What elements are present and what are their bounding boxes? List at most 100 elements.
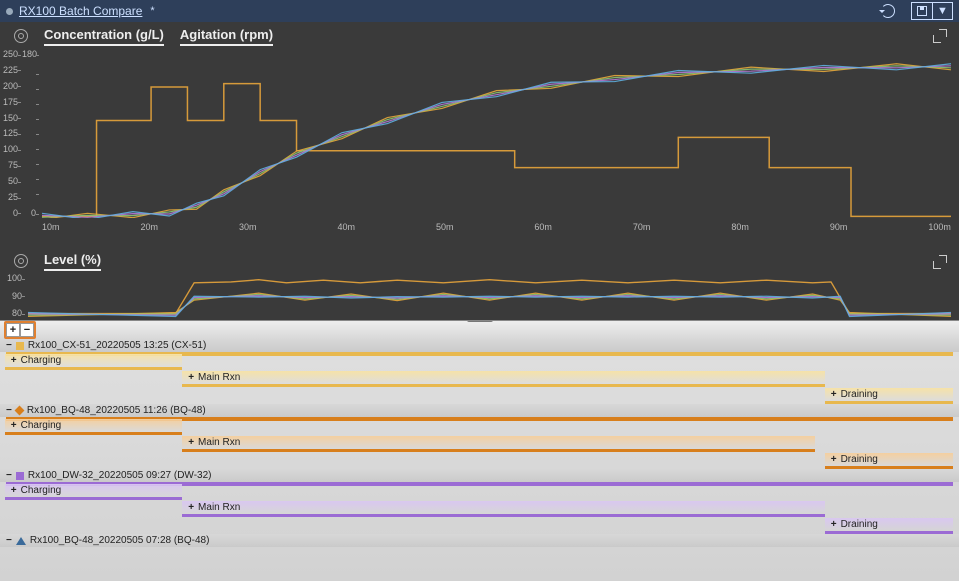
phase-bar[interactable]: + Draining <box>825 453 954 469</box>
axis-tick: 250 <box>2 50 18 59</box>
phase-expand-icon[interactable]: + <box>831 454 837 465</box>
chart-panel-top: Concentration (g/L) Agitation (rpm) 2502… <box>0 22 959 248</box>
x-axis: 10m20m30m40m50m60m70m80m90m100m <box>0 218 959 236</box>
collapse-toggle-icon[interactable]: − <box>6 340 12 351</box>
batch-row: −Rx100_BQ-48_20220505 11:26 (BQ-48) + Char… <box>0 404 959 469</box>
batch-marker-icon <box>16 472 24 480</box>
title-button-group: ▼ <box>911 2 953 20</box>
batch-row: − Rx100_CX-51_20220505 13:25 (CX-51) +Char… <box>0 339 959 404</box>
phase-bar[interactable]: + Main Rxn <box>182 501 825 517</box>
phase-expand-icon[interactable]: + <box>11 485 17 496</box>
batch-header[interactable]: −Rx100_BQ-48_20220505 11:26 (BQ-48) <box>0 404 959 417</box>
phase-bar[interactable]: +Charging <box>5 354 182 370</box>
phase-label: Draining <box>841 389 878 400</box>
collapse-toggle-icon[interactable]: − <box>6 405 12 416</box>
phase-label: Charging <box>21 420 62 431</box>
axis-tick: 70m <box>633 222 651 232</box>
chart-plot-area[interactable]: 2502252001751501251007550250 1800 <box>0 50 959 218</box>
phase-expand-icon[interactable]: + <box>831 389 837 400</box>
batch-phases: + Charging + Main Rxn + Draining <box>0 417 959 469</box>
phase-label: Draining <box>841 519 878 530</box>
batch-phases: +Charging+Main Rxn+Draining <box>0 352 959 404</box>
splitter-handle[interactable] <box>467 320 493 322</box>
phase-label: Main Rxn <box>198 372 240 383</box>
batch-label: Rx100_BQ-48_20220505 07:28 (BQ-48) <box>30 535 210 546</box>
axis-tick: 75 <box>2 161 18 170</box>
y-axis-left: 2502252001751501251007550250 <box>0 50 20 218</box>
axis-tick: 90m <box>830 222 848 232</box>
axis-tick: 0 <box>2 209 18 218</box>
gantt-region: + − −Rx100_CX-51_20220505 13:25 (CX-51)+… <box>0 320 959 581</box>
axis-tick: 60m <box>534 222 552 232</box>
axis-tick: 175 <box>2 98 18 107</box>
batch-marker-icon <box>16 537 26 545</box>
batch-label: Rx100_CX-51_20220505 13:25 (CX-51) <box>28 340 206 351</box>
expand-icon[interactable] <box>933 255 947 269</box>
axis-tick: 90 <box>2 292 22 301</box>
chart-panel-level: Level (%) 100 90 80 <box>0 248 959 320</box>
axis-tick: 100 <box>2 145 18 154</box>
axis-tick: 80 <box>2 309 22 318</box>
phase-bar[interactable]: + Main Rxn <box>182 436 815 452</box>
y-axis-left-2: 1800 <box>20 50 38 218</box>
phase-expand-icon[interactable]: + <box>188 437 194 448</box>
expand-icon[interactable] <box>933 29 947 43</box>
batch-row: − Rx100_BQ-48_20220505 07:28 (BQ-48) <box>0 534 959 547</box>
dirty-star: * <box>150 5 154 17</box>
batch-label: Rx100_DW-32_20220505 09:27 (DW-32) <box>28 470 212 481</box>
axis-tick: 50m <box>436 222 454 232</box>
phase-expand-icon[interactable]: + <box>831 519 837 530</box>
axis-tick: 10m <box>42 222 60 232</box>
gantt-toolbar: + − <box>0 321 959 339</box>
save-button[interactable] <box>912 3 932 19</box>
chart-panel-header: Concentration (g/L) Agitation (rpm) <box>0 22 959 50</box>
phase-expand-icon[interactable]: + <box>11 420 17 431</box>
collapse-toggle-icon[interactable]: − <box>6 535 12 546</box>
phase-expand-icon[interactable]: + <box>11 355 17 366</box>
batch-row: − Rx100_DW-32_20220505 09:27 (DW-32) + Char… <box>0 469 959 534</box>
y-axis-left: 100 90 80 <box>0 274 24 318</box>
batch-marker-icon <box>16 342 24 350</box>
phase-expand-icon[interactable]: + <box>188 502 194 513</box>
axis-tick: 0 <box>22 209 36 218</box>
chart-tab-concentration[interactable]: Concentration (g/L) <box>44 27 164 46</box>
refresh-icon[interactable] <box>881 4 895 18</box>
phase-label: Main Rxn <box>198 502 240 513</box>
batch-marker-icon <box>14 406 24 416</box>
gear-icon[interactable] <box>14 254 28 268</box>
phase-label: Main Rxn <box>198 437 240 448</box>
chart-tab-agitation[interactable]: Agitation (rpm) <box>180 27 273 46</box>
save-icon <box>917 6 927 16</box>
axis-tick: 50 <box>2 177 18 186</box>
axis-tick: 100 <box>2 274 22 283</box>
phase-bar[interactable]: + Draining <box>825 388 954 404</box>
axis-tick: 30m <box>239 222 257 232</box>
axis-tick: 25 <box>2 193 18 202</box>
expand-all-button[interactable]: + <box>6 323 20 337</box>
phase-label: Draining <box>841 454 878 465</box>
phase-bar[interactable]: + Draining <box>825 518 954 534</box>
chart-tab-level[interactable]: Level (%) <box>44 252 101 271</box>
gear-icon[interactable] <box>14 29 28 43</box>
phase-expand-icon[interactable]: + <box>188 372 194 383</box>
collapse-all-button[interactable]: − <box>20 323 34 337</box>
axis-tick: 150 <box>2 114 18 123</box>
axis-tick: 80m <box>731 222 749 232</box>
phase-bar[interactable]: + Charging <box>5 419 182 435</box>
phase-label: Charging <box>21 485 62 496</box>
phase-bar[interactable]: + Main Rxn <box>182 371 825 387</box>
batch-header[interactable]: − Rx100_CX-51_20220505 13:25 (CX-51) <box>0 339 959 352</box>
axis-tick: 100m <box>928 222 951 232</box>
axis-tick: 200 <box>2 82 18 91</box>
collapse-toggle-icon[interactable]: − <box>6 470 12 481</box>
batch-header[interactable]: − Rx100_BQ-48_20220505 07:28 (BQ-48) <box>0 534 959 547</box>
chart-plot-area[interactable]: 100 90 80 <box>0 274 959 318</box>
workbook-title[interactable]: RX100 Batch Compare <box>19 4 142 18</box>
axis-tick: 180 <box>22 50 36 59</box>
chart-panel-header: Level (%) <box>0 248 959 274</box>
phase-bar[interactable]: + Charging <box>5 484 182 500</box>
save-menu-button[interactable]: ▼ <box>932 3 952 19</box>
axis-tick: 125 <box>2 129 18 138</box>
batch-phases: + Charging + Main Rxn + Draining <box>0 482 959 534</box>
batch-header[interactable]: − Rx100_DW-32_20220505 09:27 (DW-32) <box>0 469 959 482</box>
